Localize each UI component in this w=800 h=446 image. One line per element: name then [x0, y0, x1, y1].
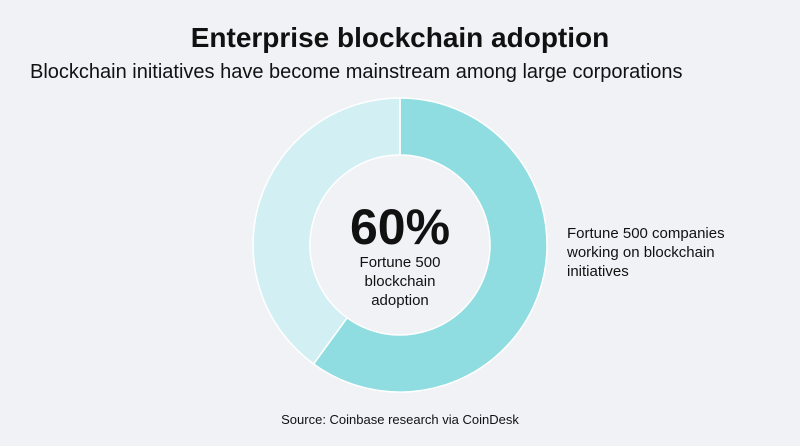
center-label: Fortune 500 blockchain adoption [359, 254, 441, 309]
chart-subtitle: Blockchain initiatives have become mains… [30, 61, 683, 83]
legend-label: Fortune 500 companies working on blockch… [567, 225, 725, 280]
value-label: 60% [349, 199, 451, 255]
source: Source: Coinbase research via CoinDesk [281, 412, 519, 427]
chart-title: Enterprise blockchain adoption [190, 22, 610, 53]
donut-segment [312, 97, 548, 393]
donut-segment [252, 97, 401, 365]
